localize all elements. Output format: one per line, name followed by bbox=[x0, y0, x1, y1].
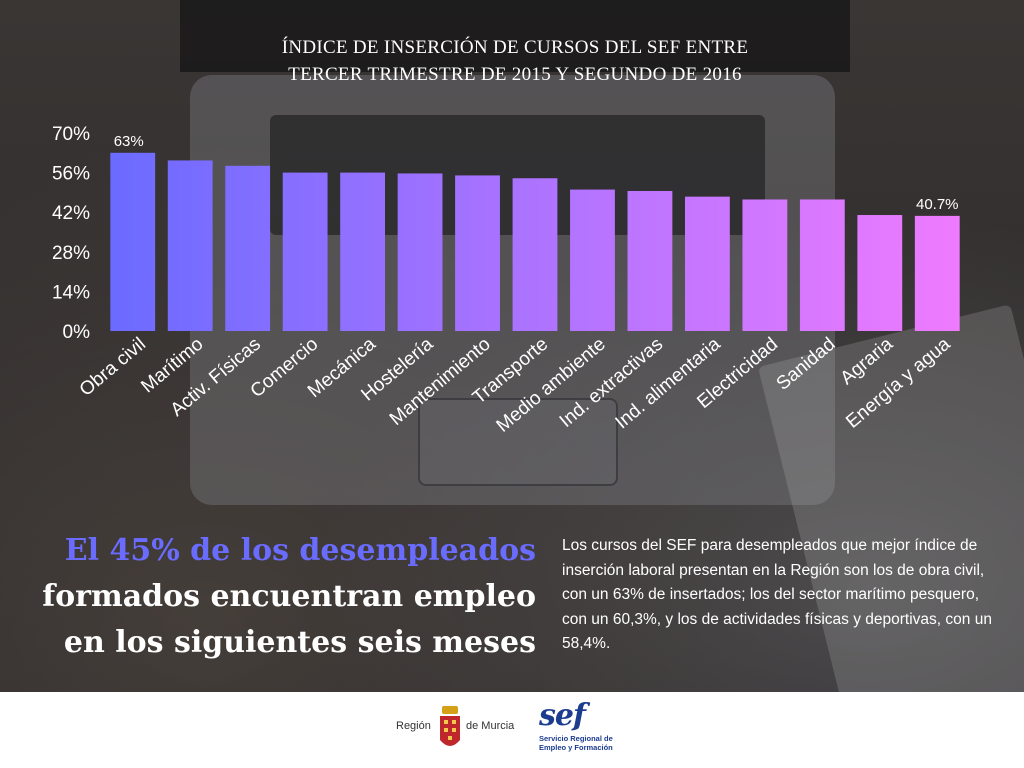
y-tick-label: 56% bbox=[52, 164, 90, 185]
y-tick-label: 14% bbox=[52, 282, 90, 303]
data-labels: 63% 40.7% bbox=[114, 133, 959, 213]
bar-chart: 0% 14% 28% 42% 56% 70% 63% 40.7% Obra civilMar… bbox=[52, 124, 960, 437]
y-tick-label: 0% bbox=[63, 322, 91, 343]
y-axis: 0% 14% 28% 42% 56% 70% bbox=[52, 124, 90, 343]
bar bbox=[512, 178, 558, 331]
bar bbox=[570, 189, 615, 331]
y-tick-label: 42% bbox=[52, 203, 90, 224]
sef-logo-word: sef bbox=[539, 698, 586, 733]
chart-title-line-2: TERCER TRIMESTRE DE 2015 Y SEGUNDO DE 20… bbox=[288, 64, 742, 85]
x-tick-label: Sanidad bbox=[773, 334, 840, 395]
bar bbox=[225, 165, 271, 331]
bar bbox=[455, 175, 500, 331]
headline: El 45% de los desempleados formados encu… bbox=[12, 528, 536, 666]
sef-subtitle-line-2: Empleo y Formación bbox=[539, 743, 613, 752]
data-label: 63% bbox=[114, 133, 144, 150]
y-tick-label: 28% bbox=[52, 243, 90, 264]
bar bbox=[799, 199, 845, 331]
murcia-coat-of-arms-icon bbox=[440, 706, 460, 746]
headline-line-2: formados encuentran empleo bbox=[42, 579, 536, 614]
headline-line-3: en los siguientes seis meses bbox=[63, 625, 536, 660]
bar bbox=[167, 160, 213, 331]
bar bbox=[627, 190, 673, 331]
bar bbox=[914, 215, 960, 331]
body-paragraph: Los cursos del SEF para desempleados que… bbox=[562, 537, 992, 652]
chart-title-line-1: ÍNDICE DE INSERCIÓN DE CURSOS DEL SEF EN… bbox=[281, 37, 749, 58]
sef-subtitle-line-1: Servicio Regional de bbox=[539, 734, 613, 743]
x-tick-label: Mantenimiento bbox=[386, 334, 495, 430]
chart-title: ÍNDICE DE INSERCIÓN DE CURSOS DEL SEF EN… bbox=[200, 34, 830, 88]
murcia-logo-text-left: Región bbox=[396, 720, 431, 732]
bar bbox=[110, 152, 156, 331]
sef-logo: sef Servicio Regional de Empleo y Formac… bbox=[535, 698, 625, 760]
bar bbox=[857, 215, 903, 331]
bar bbox=[340, 172, 386, 331]
x-tick-label: Obra civil bbox=[76, 334, 150, 401]
bar bbox=[684, 196, 730, 331]
bar bbox=[397, 173, 443, 331]
bars bbox=[110, 152, 960, 331]
headline-line-1: El 45% de los desempleados bbox=[64, 533, 536, 568]
footer: Región de Murcia sef Servicio Regional d… bbox=[0, 692, 1024, 768]
murcia-logo-text-right: de Murcia bbox=[466, 720, 515, 732]
bar bbox=[742, 199, 788, 331]
x-tick-label: Energía y agua bbox=[842, 333, 955, 432]
laptop-screen-edge bbox=[180, 0, 850, 72]
data-label: 40.7% bbox=[916, 196, 959, 213]
y-tick-label: 70% bbox=[52, 124, 90, 145]
sef-logo-subtitle: Servicio Regional de Empleo y Formación bbox=[539, 734, 613, 752]
bar bbox=[282, 172, 328, 331]
trackpad-image bbox=[418, 398, 618, 486]
